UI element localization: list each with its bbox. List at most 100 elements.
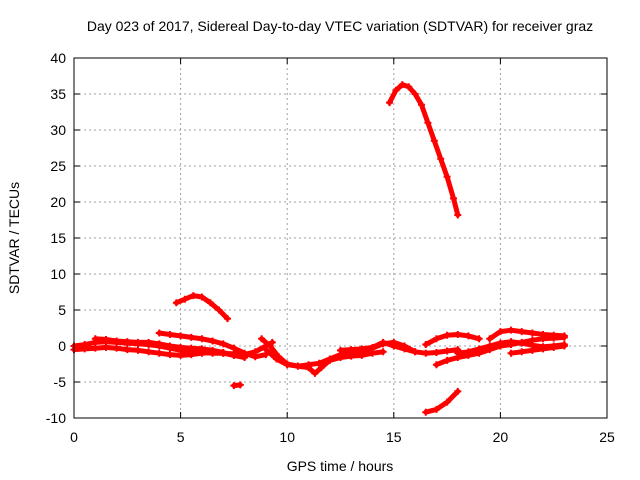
- data-point: [347, 346, 355, 354]
- data-point: [230, 382, 238, 390]
- data-point: [539, 330, 547, 338]
- data-point: [454, 349, 462, 357]
- data-point: [486, 335, 494, 343]
- y-tick-label: 15: [50, 230, 66, 246]
- x-tick-label: 10: [279, 429, 295, 445]
- series-track-p: [507, 342, 568, 357]
- y-tick-label: 30: [50, 122, 66, 138]
- data-point: [134, 338, 142, 346]
- data-point: [266, 342, 274, 350]
- data-point: [337, 346, 344, 354]
- data-point: [432, 361, 440, 369]
- data-point: [550, 331, 558, 339]
- data-point: [443, 347, 451, 355]
- data-point: [560, 332, 568, 340]
- data-point: [198, 335, 206, 343]
- data-point: [422, 341, 430, 349]
- data-point: [518, 339, 526, 347]
- data-point: [102, 336, 110, 344]
- data-point: [219, 340, 227, 348]
- series-track-e: [172, 292, 232, 323]
- plot-area: [70, 81, 568, 416]
- data-point: [187, 351, 195, 359]
- data-point: [187, 344, 195, 352]
- data-point: [443, 356, 451, 364]
- x-tick-label: 0: [70, 429, 78, 445]
- series-track-l: [422, 387, 462, 416]
- data-point: [550, 343, 558, 351]
- grid: [74, 58, 607, 418]
- data-point: [241, 349, 249, 357]
- data-point: [187, 333, 195, 341]
- data-point: [236, 381, 244, 389]
- data-point: [449, 194, 457, 202]
- y-tick-label: 25: [50, 158, 66, 174]
- series-track-f: [230, 381, 244, 390]
- data-point: [177, 332, 185, 340]
- data-point: [528, 346, 536, 354]
- data-point: [422, 349, 430, 357]
- data-point: [424, 119, 432, 127]
- data-point: [518, 348, 526, 356]
- data-point: [432, 335, 440, 343]
- x-axis-label: GPS time / hours: [287, 458, 394, 474]
- data-point: [209, 346, 217, 354]
- data-point: [251, 353, 259, 361]
- data-point: [418, 101, 426, 109]
- y-tick-label: 0: [58, 338, 66, 354]
- data-point: [443, 398, 451, 406]
- x-tick-label: 15: [386, 429, 402, 445]
- data-point: [400, 345, 408, 353]
- data-point: [507, 349, 515, 357]
- data-point: [155, 340, 163, 348]
- data-point: [379, 348, 387, 356]
- data-point: [166, 330, 174, 338]
- data-point: [198, 293, 206, 301]
- data-point: [507, 338, 515, 346]
- data-point: [475, 345, 483, 353]
- plot-frame: [73, 57, 608, 419]
- data-point: [518, 328, 526, 336]
- data-point: [405, 83, 413, 91]
- data-point: [422, 408, 430, 416]
- data-point: [206, 299, 214, 307]
- data-point: [113, 344, 121, 352]
- data-point: [475, 335, 483, 343]
- data-point: [91, 335, 99, 343]
- x-tick-label: 5: [177, 429, 185, 445]
- data-point: [443, 331, 451, 339]
- y-tick-label: 20: [50, 194, 66, 210]
- data-point: [134, 346, 142, 354]
- data-point: [507, 326, 515, 334]
- data-point: [398, 81, 406, 89]
- y-tick-label: 10: [50, 266, 66, 282]
- data-point: [230, 351, 238, 359]
- data-point: [189, 292, 197, 300]
- data-point: [437, 155, 445, 163]
- data-point: [209, 337, 217, 345]
- series-track-i: [337, 338, 462, 357]
- data-point: [411, 90, 419, 98]
- data-point: [315, 359, 323, 367]
- data-point: [219, 348, 227, 356]
- data-point: [166, 342, 174, 350]
- data-point: [145, 338, 153, 346]
- data-point: [172, 299, 180, 307]
- data-point: [273, 355, 281, 363]
- data-point: [560, 342, 568, 350]
- data-point: [390, 342, 398, 350]
- data-point: [102, 343, 110, 351]
- data-point: [181, 295, 189, 303]
- data-point: [392, 86, 400, 94]
- data-point: [311, 369, 319, 377]
- data-point: [155, 349, 163, 357]
- data-point: [177, 351, 185, 359]
- data-point: [81, 345, 89, 353]
- series-line: [423, 388, 461, 415]
- data-point: [496, 339, 504, 347]
- data-point: [91, 344, 99, 352]
- series-track-o: [486, 326, 568, 343]
- data-point: [198, 345, 206, 353]
- series-track-d: [155, 329, 270, 361]
